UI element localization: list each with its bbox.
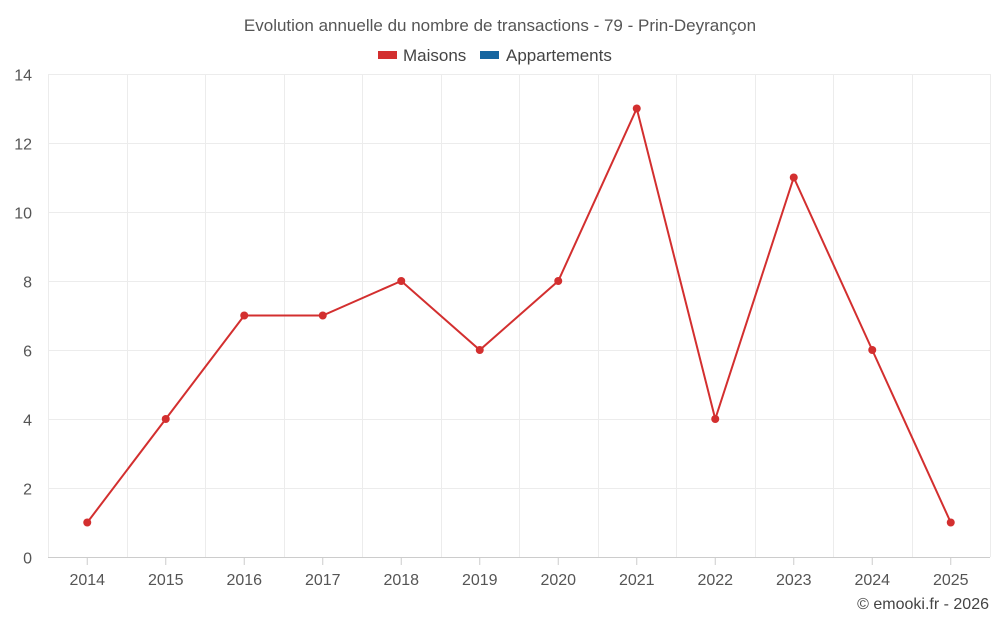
x-tick-label: 2014 [69, 572, 105, 589]
chart-credit: © emooki.fr - 2026 [857, 596, 989, 613]
y-axis-ticks: 0 2 4 6 8 10 12 14 [14, 68, 32, 568]
data-point-maisons[interactable] [632, 104, 641, 113]
data-point-maisons[interactable] [397, 277, 406, 285]
data-point-maisons[interactable] [161, 415, 170, 423]
x-tick-label: 2021 [619, 572, 655, 589]
y-tick-label: 8 [23, 275, 32, 292]
x-tick-label: 2016 [226, 572, 262, 589]
legend-label-appartements: Appartements [506, 46, 612, 65]
y-tick-label: 12 [14, 137, 32, 154]
y-tick-label: 2 [23, 482, 32, 499]
series-maisons [83, 104, 955, 527]
legend-swatch-maisons [378, 51, 397, 59]
data-point-maisons[interactable] [789, 173, 798, 182]
x-tick-label: 2017 [305, 572, 341, 589]
data-point-maisons[interactable] [318, 311, 327, 320]
data-point-maisons[interactable] [475, 346, 484, 354]
x-axis-ticks: 2014 2015 2016 2017 2018 2019 2020 2021 2022 2023… [69, 557, 969, 589]
data-point-maisons[interactable] [240, 311, 249, 320]
legend-label-maisons: Maisons [403, 46, 466, 65]
x-tick-label: 2019 [462, 572, 498, 589]
data-point-maisons[interactable] [946, 518, 955, 527]
y-tick-label: 0 [23, 551, 32, 568]
y-tick-label: 4 [23, 413, 32, 430]
y-tick-label: 14 [14, 68, 32, 85]
x-tick-label: 2024 [854, 572, 890, 589]
data-point-maisons[interactable] [711, 415, 720, 423]
x-tick-label: 2020 [540, 572, 576, 589]
x-tick-label: 2022 [697, 572, 733, 589]
legend-item-appartements[interactable]: Appartements [480, 46, 612, 65]
legend: Maisons Appartements [378, 46, 612, 65]
legend-item-maisons[interactable]: Maisons [378, 46, 466, 65]
x-tick-label: 2025 [933, 572, 969, 589]
y-tick-label: 6 [23, 344, 32, 361]
data-point-maisons[interactable] [83, 518, 92, 527]
data-point-maisons[interactable] [868, 346, 877, 354]
x-tick-label: 2018 [383, 572, 419, 589]
x-tick-label: 2015 [148, 572, 184, 589]
y-tick-label: 10 [14, 206, 32, 223]
x-tick-label: 2023 [776, 572, 812, 589]
data-point-maisons[interactable] [554, 277, 563, 285]
series-line-maisons [86, 105, 952, 524]
y-gridlines [48, 74, 990, 489]
legend-swatch-appartements [480, 51, 499, 59]
chart-title: Evolution annuelle du nombre de transact… [244, 16, 756, 35]
